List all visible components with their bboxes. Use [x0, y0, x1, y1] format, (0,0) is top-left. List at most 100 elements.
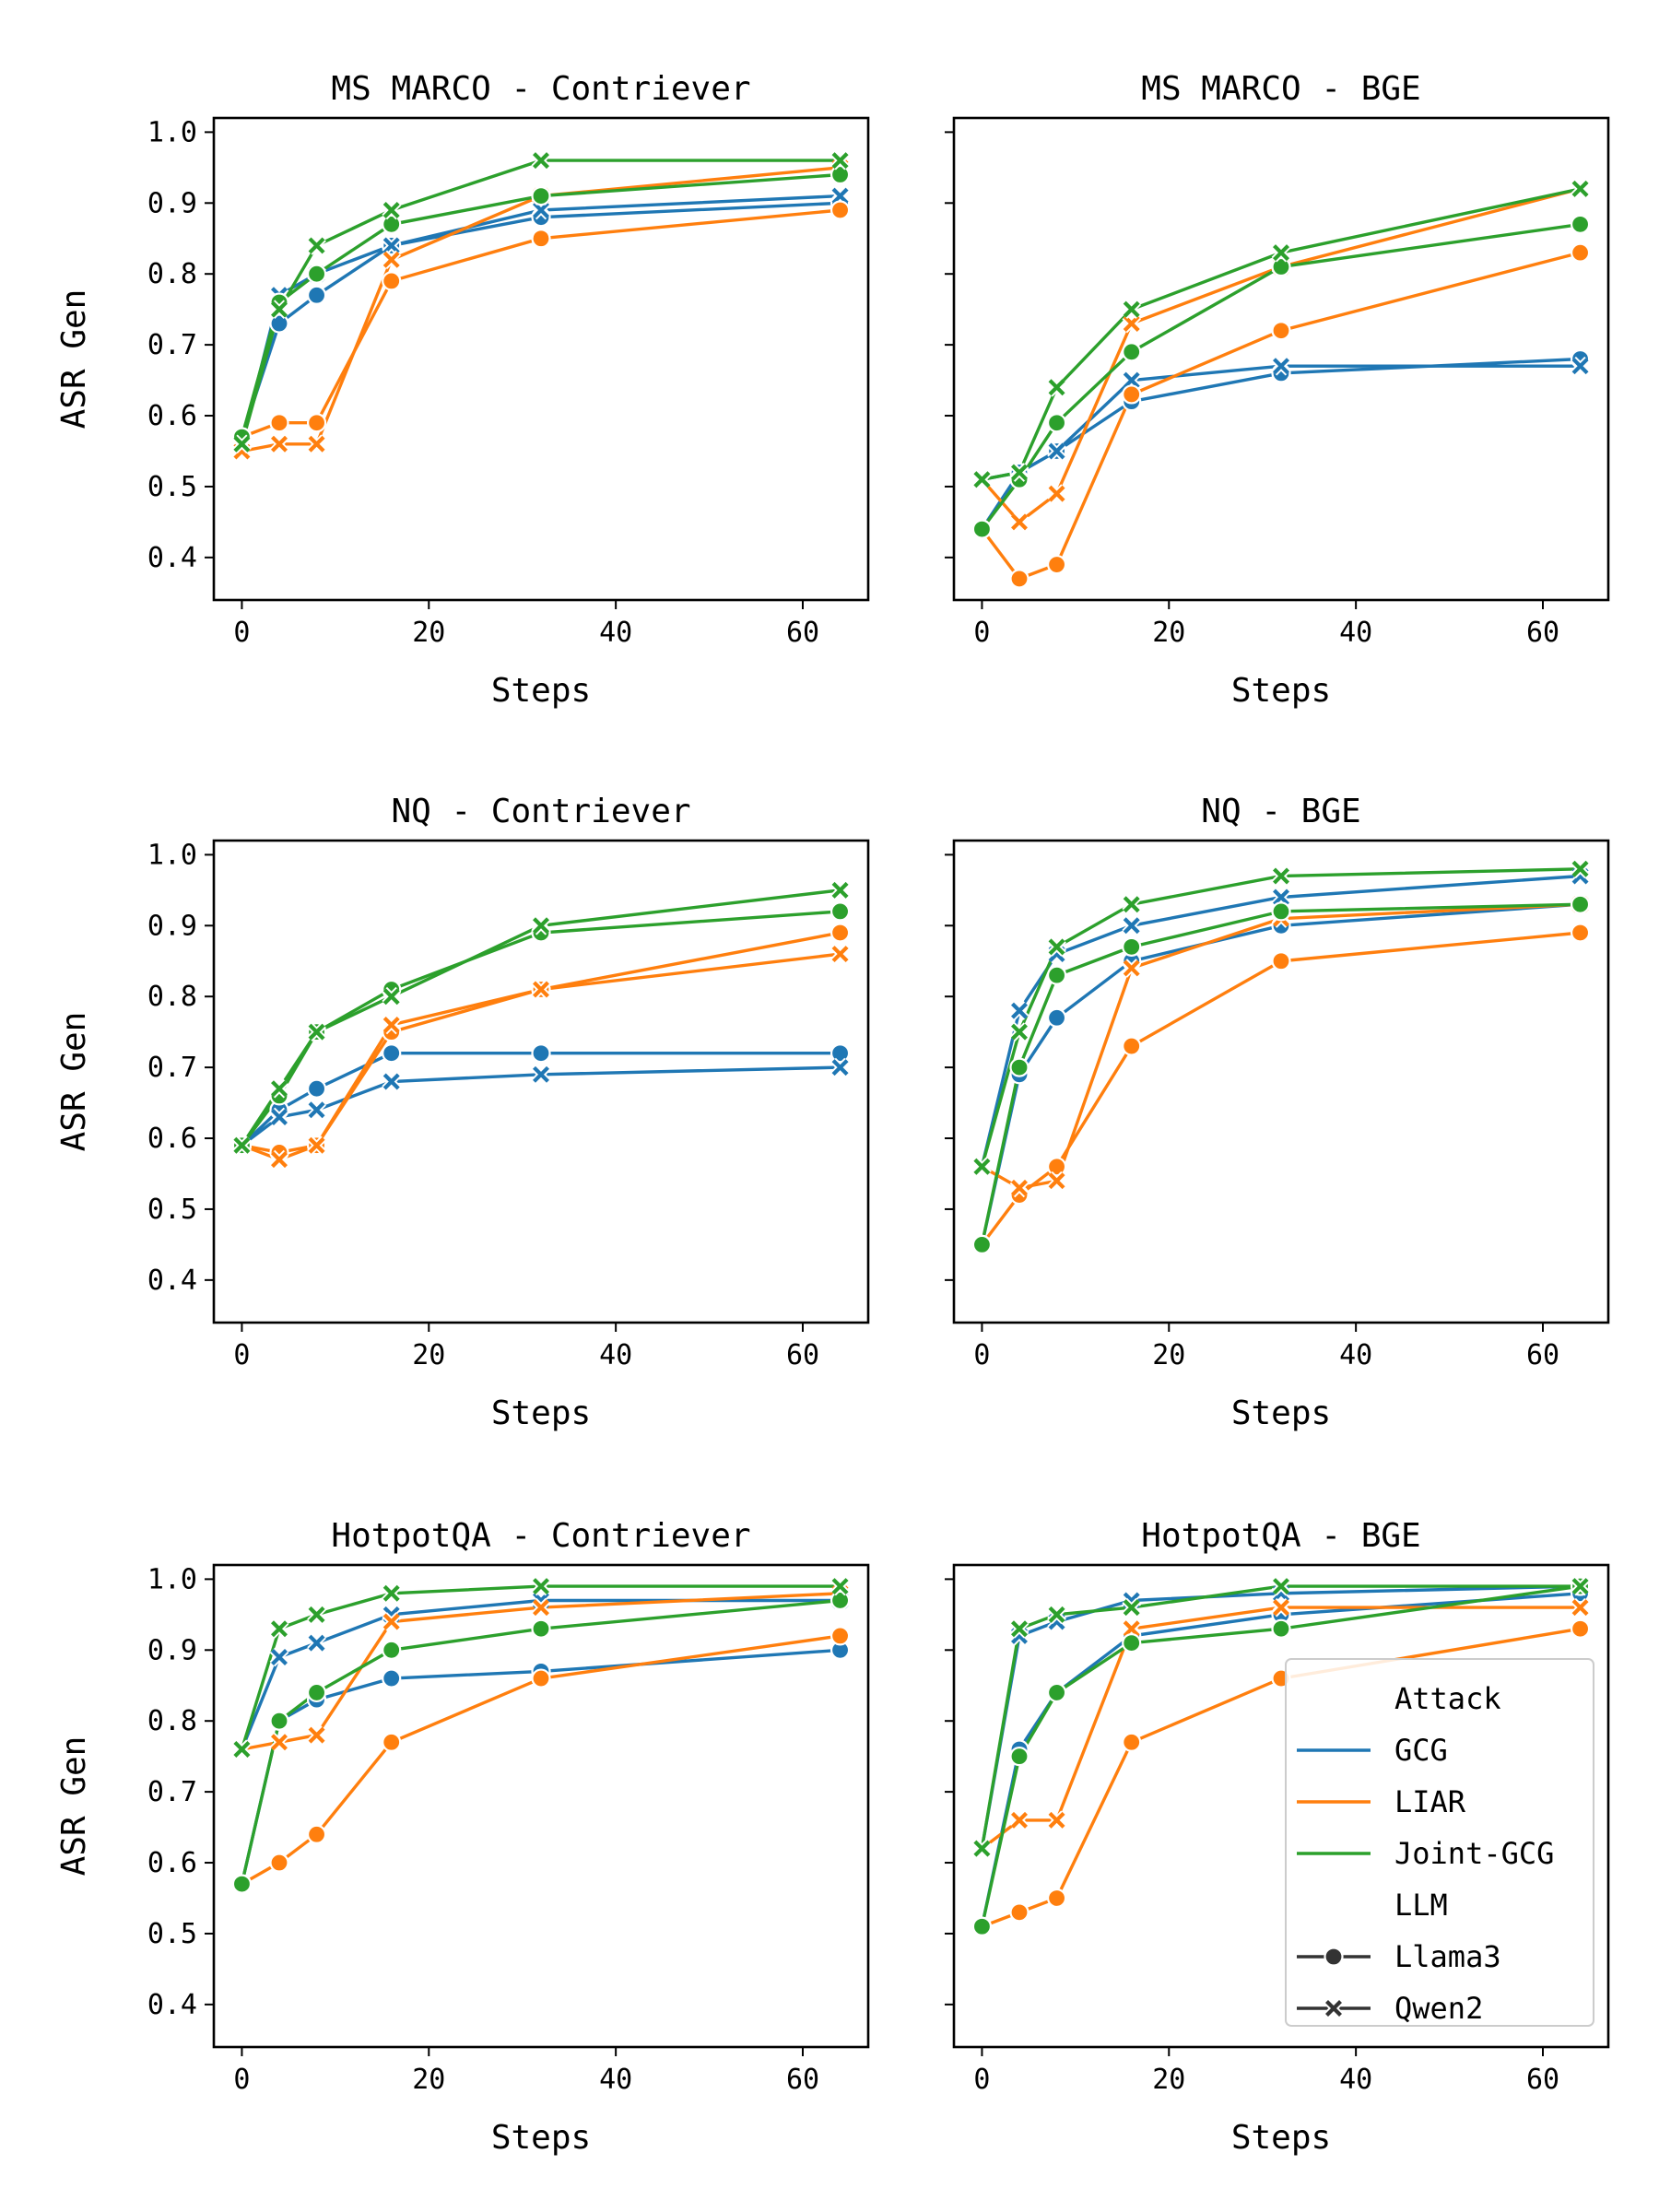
series-line-gcg-llama3 [240, 201, 841, 438]
data-point-liar-llama3 [1570, 242, 1591, 263]
data-point-joint-gcg-llama3 [382, 1640, 402, 1660]
data-point-joint-gcg-qwen2 [531, 150, 551, 171]
data-point-liar-llama3 [830, 1626, 851, 1646]
data-point-liar-llama3 [1271, 321, 1291, 341]
data-point-gcg-llama3 [306, 1078, 327, 1099]
series-lines [240, 159, 841, 453]
legend-marker-qwen2 [1324, 1998, 1344, 2018]
data-point-joint-gcg-llama3 [971, 1234, 993, 1254]
legend-label-llama3: Llama3 [1394, 1939, 1501, 1974]
y-tick-label: 0.4 [147, 1989, 197, 2021]
data-point-joint-gcg-llama3 [830, 1590, 851, 1611]
x-tick-label: 60 [786, 617, 819, 649]
y-tick-label: 0.7 [147, 329, 197, 361]
data-point-joint-gcg-qwen2 [307, 236, 326, 255]
data-point-liar-qwen2 [1122, 313, 1142, 334]
series-markers [231, 880, 851, 1170]
data-point-joint-gcg-llama3 [830, 901, 851, 922]
data-point-joint-gcg-qwen2 [531, 915, 551, 935]
x-tick-label: 20 [412, 1339, 445, 1371]
data-point-gcg-llama3 [531, 1043, 551, 1064]
x-axis-label: Steps [1231, 2119, 1331, 2157]
x-tick-label: 40 [1339, 2064, 1372, 2096]
data-point-joint-gcg-qwen2 [972, 1839, 992, 1858]
data-point-joint-gcg-llama3 [1046, 413, 1067, 433]
y-axis-label: ASR Gen [55, 289, 93, 429]
x-tick-label: 20 [1152, 2064, 1185, 2096]
data-point-joint-gcg-llama3 [830, 164, 851, 185]
data-point-liar-llama3 [1122, 384, 1142, 405]
data-point-joint-gcg-qwen2 [382, 200, 402, 220]
data-point-joint-gcg-qwen2 [269, 1078, 289, 1099]
panel-ms-marco-contriever: MS MARCO - Contriever 0 20 40 60 0.4 0.5 0.6 0.7… [55, 70, 870, 710]
x-axis-label: Steps [1231, 1394, 1331, 1432]
axes-frame [212, 1563, 870, 2049]
data-point-gcg-qwen2 [307, 1633, 326, 1653]
data-point-liar-llama3 [830, 200, 851, 220]
legend-title-attack: Attack [1394, 1681, 1501, 1716]
data-point-gcg-qwen2 [1271, 888, 1291, 907]
x-tick-label: 60 [1526, 2064, 1559, 2096]
data-point-joint-gcg-llama3 [306, 1682, 327, 1703]
series-line-joint-gcg-qwen2 [240, 1584, 841, 1750]
series-markers [971, 859, 1591, 1254]
series-markers [231, 1576, 851, 1894]
panel-title: NQ - BGE [1201, 793, 1360, 830]
data-point-liar-llama3 [1009, 1902, 1030, 1923]
data-point-liar-llama3 [306, 1824, 327, 1844]
legend-label-liar: LIAR [1394, 1784, 1466, 1819]
data-point-liar-qwen2 [1122, 1618, 1142, 1639]
data-point-gcg-qwen2 [1571, 356, 1590, 376]
y-tick-label: 0.5 [147, 1194, 197, 1226]
data-point-joint-gcg-llama3 [971, 1916, 993, 1936]
data-point-liar-qwen2 [382, 1612, 402, 1631]
legend-label-qwen2: Qwen2 [1394, 1991, 1483, 2026]
y-tick-label: 0.9 [147, 910, 197, 942]
data-point-liar-llama3 [1122, 1036, 1142, 1056]
data-point-liar-qwen2 [269, 1732, 289, 1752]
data-point-liar-llama3 [531, 1668, 551, 1688]
series-markers [231, 150, 851, 461]
data-point-gcg-llama3 [382, 1043, 402, 1064]
data-point-liar-llama3 [1046, 1157, 1067, 1177]
y-tick-label: 0.4 [147, 542, 197, 574]
panel-hotpotqa-bge: HotpotQA - BGE 0 20 40 60 Steps [945, 1517, 1610, 2157]
x-tick-label: 60 [786, 2064, 819, 2096]
axes-frame [952, 116, 1610, 602]
panel-title: MS MARCO - Contriever [331, 70, 750, 108]
data-point-joint-gcg-qwen2 [1122, 1597, 1142, 1618]
x-axis-label: Steps [491, 1394, 591, 1432]
x-tick-label: 20 [412, 2064, 445, 2096]
data-point-gcg-qwen2 [531, 200, 551, 220]
data-point-liar-llama3 [269, 1853, 289, 1873]
data-point-gcg-qwen2 [382, 236, 402, 255]
y-axis-label: ASR Gen [55, 1012, 93, 1152]
data-point-joint-gcg-qwen2 [232, 1739, 252, 1759]
data-point-liar-llama3 [382, 271, 402, 291]
x-tick-label: 40 [599, 1339, 632, 1371]
series-line-joint-gcg-qwen2 [980, 1584, 1581, 1849]
data-point-gcg-qwen2 [1047, 441, 1066, 461]
series-line-joint-gcg-qwen2 [980, 867, 1581, 1168]
y-tick-label: 1.0 [147, 839, 197, 871]
data-point-liar-llama3 [1271, 951, 1291, 971]
data-point-joint-gcg-qwen2 [382, 986, 402, 1006]
data-point-joint-gcg-llama3 [971, 519, 993, 539]
data-point-joint-gcg-qwen2 [232, 434, 252, 454]
data-point-joint-gcg-llama3 [306, 264, 327, 284]
data-point-liar-qwen2 [382, 1015, 402, 1035]
data-point-liar-qwen2 [1009, 1810, 1030, 1830]
data-point-joint-gcg-llama3 [531, 1618, 551, 1639]
y-tick-label: 1.0 [147, 1563, 197, 1595]
data-point-gcg-qwen2 [1122, 371, 1142, 390]
x-tick-label: 20 [412, 617, 445, 649]
data-point-joint-gcg-qwen2 [232, 1135, 252, 1156]
data-point-joint-gcg-llama3 [231, 1874, 253, 1894]
y-tick-label: 0.7 [147, 1776, 197, 1808]
data-point-liar-llama3 [531, 229, 551, 249]
data-point-joint-gcg-qwen2 [307, 1605, 326, 1625]
panel-title: NQ - Contriever [391, 793, 690, 830]
x-tick-label: 60 [1526, 617, 1559, 649]
legend-label-joint-gcg: Joint-GCG [1394, 1836, 1554, 1871]
